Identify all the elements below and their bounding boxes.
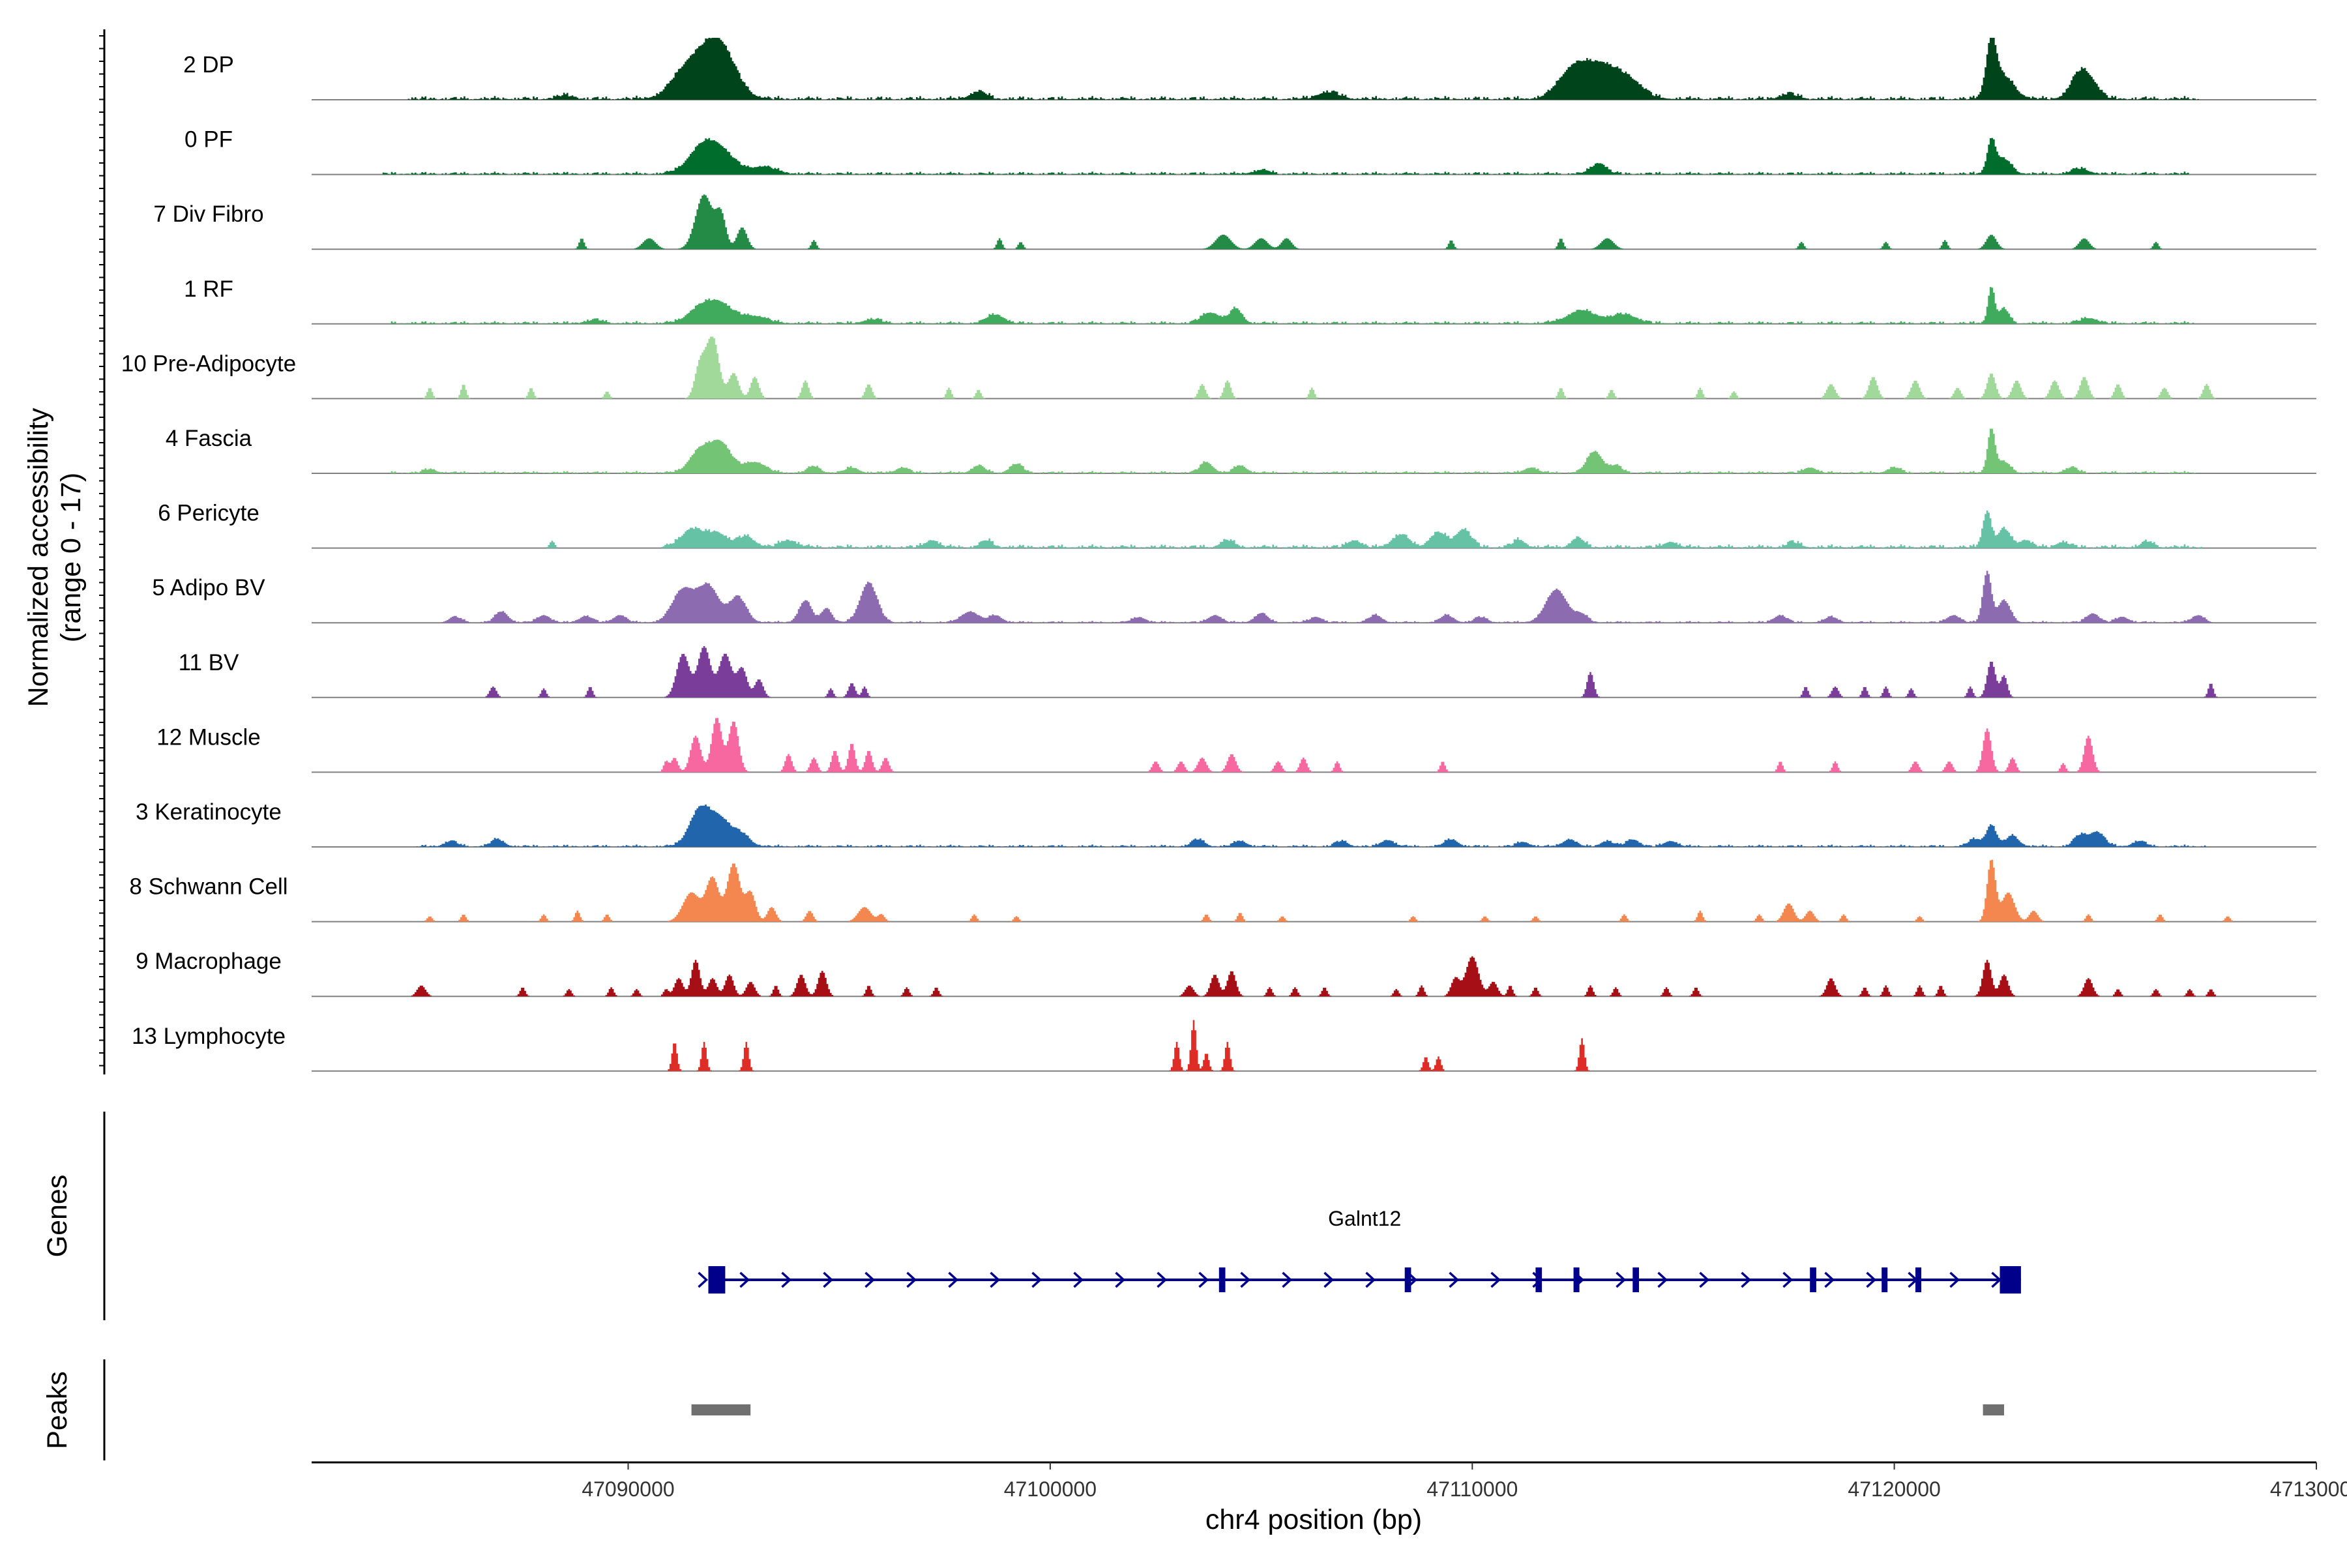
coverage-area xyxy=(382,138,2189,175)
peak-region xyxy=(691,1404,751,1415)
gene-exon xyxy=(1915,1267,1921,1292)
track-label: 13 Lymphocyte xyxy=(132,1024,286,1049)
gene-exon xyxy=(1404,1267,1411,1292)
strand-arrow xyxy=(1782,1271,1793,1288)
coverage-area xyxy=(546,510,2203,548)
x-tick-label: 47120000 xyxy=(1848,1477,1940,1501)
track-13-lymphocyte: 13 Lymphocyte xyxy=(132,1020,2316,1072)
track-0-pf: 0 PF xyxy=(185,127,2316,175)
strand-arrow xyxy=(1157,1271,1168,1288)
track-10-pre-adipocyte: 10 Pre-Adipocyte xyxy=(121,336,2316,400)
track-label: 9 Macrophage xyxy=(136,949,282,974)
strand-arrow xyxy=(1490,1271,1501,1288)
strand-arrow xyxy=(1282,1271,1293,1288)
peak-regions xyxy=(691,1404,2004,1415)
gene-model-galnt12: Galnt12 xyxy=(698,1207,2021,1294)
peaks-panel-title: Peaks xyxy=(42,1371,73,1449)
track-12-muscle: 12 Muscle xyxy=(156,718,2316,773)
strand-arrow xyxy=(1699,1271,1710,1288)
strand-arrow xyxy=(698,1271,709,1288)
coverage-area xyxy=(575,194,2162,250)
x-tick-label: 47090000 xyxy=(582,1477,674,1501)
strand-arrow xyxy=(1365,1271,1376,1288)
strand-arrow xyxy=(990,1271,1001,1288)
strand-arrow xyxy=(948,1271,959,1288)
y-axis-title: Normalized accessibility (range 0 - 17) xyxy=(23,407,87,707)
strand-arrow xyxy=(1115,1271,1126,1288)
coverage-area xyxy=(407,38,2199,100)
track-6-pericyte: 6 Pericyte xyxy=(158,501,2316,549)
strand-arrow xyxy=(1323,1271,1335,1288)
track-3-keratinocyte: 3 Keratinocyte xyxy=(136,799,2316,848)
track-label: 1 RF xyxy=(184,276,233,302)
gene-label: Galnt12 xyxy=(1328,1207,1401,1230)
y-axis-title-line2: (range 0 - 17) xyxy=(55,473,87,643)
track-label: 5 Adipo BV xyxy=(152,575,265,600)
strand-arrow xyxy=(1657,1271,1668,1288)
track-1-rf: 1 RF xyxy=(184,276,2316,325)
track-label: 10 Pre-Adipocyte xyxy=(121,351,296,376)
strand-arrow xyxy=(906,1271,917,1288)
strand-arrow xyxy=(1031,1271,1042,1288)
strand-arrow xyxy=(1824,1271,1835,1288)
strand-arrow xyxy=(1073,1271,1084,1288)
track-label: 6 Pericyte xyxy=(158,501,259,526)
x-axis: 47090000 47100000 47110000 47120000 47130000 xyxy=(312,1461,2347,1501)
strand-arrow xyxy=(823,1271,834,1288)
y-axis-minor-ticks xyxy=(99,35,104,1067)
strand-arrow xyxy=(1949,1271,1960,1288)
peak-region xyxy=(1983,1404,2004,1415)
x-tick-label: 47110000 xyxy=(1426,1477,1518,1501)
gene-exon xyxy=(1632,1267,1639,1292)
strand-arrow xyxy=(781,1271,792,1288)
gene-exon xyxy=(708,1266,726,1294)
track-7-div-fibro: 7 Div Fibro xyxy=(153,194,2316,250)
track-4-fascia: 4 Fascia xyxy=(166,426,2316,474)
strand-arrow xyxy=(739,1271,750,1288)
strand-arrow xyxy=(1616,1271,1627,1288)
genes-panel-title: Genes xyxy=(42,1175,73,1258)
track-label: 8 Schwann Cell xyxy=(129,874,288,900)
x-tick-label: 47100000 xyxy=(1004,1477,1097,1501)
track-label: 7 Div Fibro xyxy=(153,201,263,227)
gene-exon xyxy=(1535,1267,1543,1292)
gene-exon xyxy=(1882,1267,1888,1292)
x-tick-label: 47130000 xyxy=(2270,1477,2347,1501)
strand-arrow xyxy=(1240,1271,1251,1288)
track-stack: 2 DP 0 PF 7 Div Fibro 1 RF 10 Pre-Adipocyte 4… xyxy=(121,38,2316,1072)
track-5-adipo-bv: 5 Adipo BV xyxy=(152,570,2316,624)
strand-arrow xyxy=(1449,1271,1460,1288)
strand-arrow xyxy=(1741,1271,1752,1288)
track-11-bv: 11 BV xyxy=(179,646,2316,698)
track-label: 0 PF xyxy=(185,127,233,153)
track-label: 2 DP xyxy=(183,52,234,78)
gene-exon xyxy=(1218,1267,1226,1292)
gene-exon xyxy=(2000,1266,2021,1294)
strand-arrow xyxy=(1198,1271,1209,1288)
y-axis-title-line1: Normalized accessibility xyxy=(23,407,54,707)
track-8-schwann-cell: 8 Schwann Cell xyxy=(129,859,2316,923)
gene-exon xyxy=(1810,1267,1816,1292)
strand-arrow xyxy=(1866,1271,1877,1288)
track-label: 11 BV xyxy=(179,650,239,675)
track-label: 3 Keratinocyte xyxy=(136,799,282,825)
track-label: 4 Fascia xyxy=(166,426,252,451)
strand-arrow xyxy=(864,1271,876,1288)
track-2-dp: 2 DP xyxy=(183,38,2316,100)
x-axis-title: chr4 position (bp) xyxy=(1205,1504,1422,1535)
coverage-area xyxy=(424,859,2233,922)
coverage-area xyxy=(441,570,2213,623)
gene-exon xyxy=(1573,1267,1580,1292)
track-9-macrophage: 9 Macrophage xyxy=(136,949,2316,998)
track-label: 12 Muscle xyxy=(156,724,261,750)
